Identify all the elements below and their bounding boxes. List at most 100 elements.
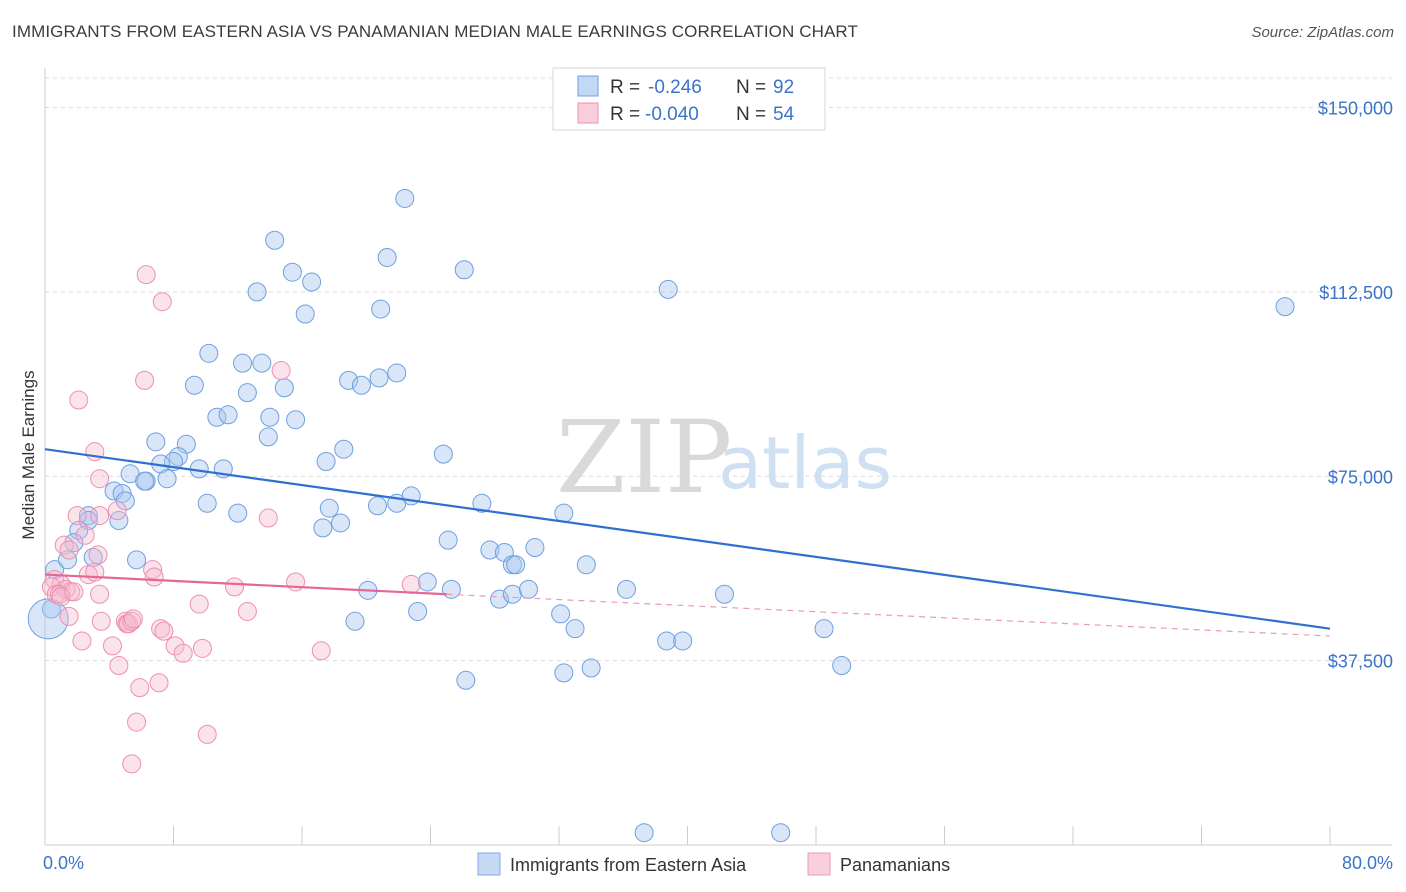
legend-bottom-swatch-panamanians: [807, 852, 831, 876]
point-panamanians: [192, 638, 212, 658]
point-eastern-asia: [184, 375, 204, 395]
point-eastern-asia: [490, 589, 510, 609]
point-eastern-asia: [480, 540, 500, 560]
point-eastern-asia: [554, 663, 574, 683]
point-eastern-asia: [456, 670, 476, 690]
point-eastern-asia: [78, 506, 98, 526]
legend-r-value-1: -0.040: [645, 104, 699, 125]
point-panamanians: [107, 501, 127, 521]
point-eastern-asia: [69, 520, 89, 540]
point-eastern-asia: [115, 491, 135, 511]
legend-swatch-panamanians: [577, 102, 599, 124]
point-eastern-asia: [331, 513, 351, 533]
point-eastern-asia: [157, 469, 177, 489]
point-eastern-asia: [146, 432, 166, 452]
point-eastern-asia: [258, 427, 278, 447]
legend-n-value-1: 54: [773, 104, 795, 125]
point-eastern-asia: [506, 555, 526, 575]
point-eastern-asia: [237, 383, 257, 403]
point-panamanians: [75, 525, 95, 545]
point-panamanians: [135, 370, 155, 390]
point-eastern-asia: [771, 823, 791, 843]
point-eastern-asia: [673, 631, 693, 651]
point-eastern-asia: [433, 444, 453, 464]
point-eastern-asia: [387, 363, 407, 383]
point-eastern-asia: [218, 405, 238, 425]
trend-line-panamanians-extension: [446, 593, 1331, 637]
point-eastern-asia: [551, 604, 571, 624]
point-eastern-asia: [565, 619, 585, 639]
point-panamanians: [130, 678, 150, 698]
point-panamanians: [225, 577, 245, 597]
point-eastern-asia: [109, 511, 129, 530]
point-panamanians: [123, 609, 143, 629]
point-eastern-asia: [313, 518, 333, 538]
point-panamanians: [69, 390, 89, 410]
point-panamanians: [152, 292, 172, 312]
x-tick-label-max: 80.0%: [1342, 853, 1393, 873]
point-panamanians: [122, 754, 142, 774]
point-eastern-asia: [302, 272, 322, 292]
y-tick-label: $112,500: [1319, 283, 1393, 303]
legend-r-value-0: -0.246: [648, 77, 702, 98]
point-panamanians: [165, 636, 185, 656]
trend-line-eastern-asia: [44, 448, 1331, 630]
watermark-atlas: atlas: [718, 421, 892, 505]
point-eastern-asia: [814, 619, 834, 639]
trend-lines: [44, 448, 1331, 637]
y-tick-label: $150,000: [1318, 99, 1393, 119]
point-eastern-asia: [408, 601, 428, 621]
point-panamanians: [401, 574, 421, 594]
legend-bottom-label-eastern-asia: Immigrants from Eastern Asia: [510, 855, 747, 875]
point-eastern-asia: [282, 262, 302, 282]
point-eastern-asia: [260, 407, 280, 427]
point-panamanians: [88, 545, 108, 565]
point-eastern-asia: [286, 410, 306, 430]
point-eastern-asia: [395, 188, 415, 208]
axes: [44, 68, 1392, 846]
point-eastern-asia: [554, 503, 574, 523]
x-tick-label-min: 0.0%: [43, 853, 84, 873]
point-eastern-asia: [345, 611, 365, 631]
point-eastern-asia: [197, 493, 217, 513]
point-eastern-asia: [657, 631, 677, 651]
legend-top: R = -0.246 N = 92 R = -0.040 N = 54: [552, 67, 826, 131]
point-eastern-asia: [351, 375, 371, 395]
y-tick-labels: $37,500 $75,000 $112,500 $150,000: [1318, 99, 1393, 672]
point-panamanians: [197, 724, 217, 744]
watermark-zip: ZIP: [556, 399, 732, 516]
series-eastern-asia-points: [27, 188, 1295, 843]
point-panamanians: [237, 601, 257, 621]
point-eastern-asia: [135, 471, 155, 491]
point-eastern-asia: [274, 378, 294, 398]
point-panamanians: [311, 641, 331, 661]
y-axis-label: Median Male Earnings: [19, 370, 38, 539]
point-eastern-asia: [367, 496, 387, 516]
legend-n-label-0: N =: [736, 77, 766, 98]
point-eastern-asia: [417, 572, 437, 592]
point-panamanians: [90, 584, 110, 604]
point-panamanians: [64, 582, 84, 602]
point-eastern-asia: [616, 579, 636, 599]
point-panamanians: [258, 508, 278, 528]
chart-source: Source: ZipAtlas.com: [1251, 24, 1394, 41]
point-panamanians: [91, 611, 111, 631]
point-panamanians: [271, 361, 291, 381]
legend-bottom-swatch-eastern-asia: [477, 852, 501, 876]
point-panamanians: [51, 587, 71, 607]
point-eastern-asia: [518, 579, 538, 599]
legend-swatch-eastern-asia: [577, 75, 599, 97]
x-tick-labels: 0.0% 80.0%: [43, 853, 1393, 873]
point-eastern-asia: [78, 511, 98, 530]
point-panamanians: [90, 469, 110, 489]
point-eastern-asia: [371, 299, 391, 319]
point-eastern-asia: [295, 304, 315, 324]
point-panamanians: [151, 619, 171, 639]
y-tick-label: $37,500: [1328, 652, 1393, 672]
legend-n-value-0: 92: [773, 77, 794, 98]
point-eastern-asia: [199, 343, 219, 363]
point-panamanians: [136, 265, 156, 285]
legend-r-label-0: R =: [610, 77, 640, 98]
point-panamanians: [154, 621, 174, 641]
